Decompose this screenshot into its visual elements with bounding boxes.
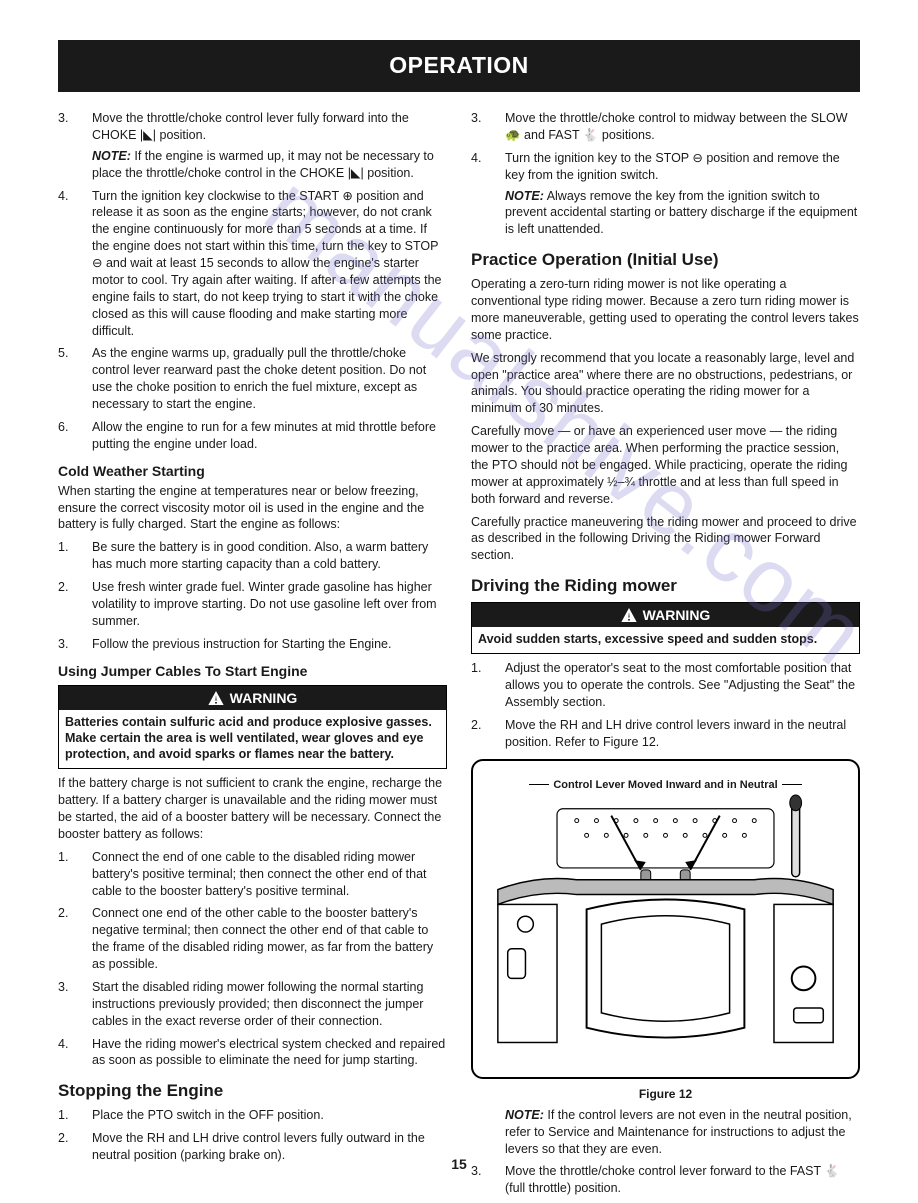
list-num: 2.	[471, 717, 505, 751]
note-text: If the control levers are not even in th…	[505, 1108, 852, 1156]
list-num: 1.	[58, 849, 92, 900]
note-label: NOTE:	[92, 149, 131, 163]
mower-diagram	[473, 791, 858, 1077]
list-num: 3.	[471, 110, 505, 144]
warning-label: WARNING	[643, 607, 711, 623]
note-text: Always remove the key from the ignition …	[505, 189, 857, 237]
driving-heading: Driving the Riding mower	[471, 576, 860, 596]
list-text: Turn the ignition key clockwise to the S…	[92, 188, 447, 340]
start-engine-list: 3. Move the throttle/choke control lever…	[58, 110, 447, 453]
warning-header: WARNING	[59, 686, 446, 710]
list-num: 2.	[58, 1130, 92, 1164]
list-text: Be sure the battery is in good condition…	[92, 539, 447, 573]
jumper-warning-box: WARNING Batteries contain sulfuric acid …	[58, 685, 447, 770]
driving-list-1: 1.Adjust the operator's seat to the most…	[471, 660, 860, 750]
note: NOTE: If the engine is warmed up, it may…	[92, 148, 447, 182]
page-number: 15	[451, 1156, 467, 1172]
warning-body: Avoid sudden starts, excessive speed and…	[472, 627, 859, 653]
list-text: Move the RH and LH drive control levers …	[92, 1130, 447, 1164]
warning-label: WARNING	[230, 690, 298, 706]
list-num: 3.	[58, 979, 92, 1030]
list-num: 2.	[58, 905, 92, 973]
list-num: 4.	[58, 1036, 92, 1070]
list-text: Move the throttle/choke control to midwa…	[505, 110, 860, 144]
list-num: 4.	[58, 188, 92, 340]
item-text: Move the throttle/choke control lever fu…	[92, 111, 409, 142]
note: NOTE: Always remove the key from the ign…	[505, 188, 860, 239]
driving-warning-box: WARNING Avoid sudden starts, excessive s…	[471, 602, 860, 654]
list-text: Adjust the operator's seat to the most c…	[505, 660, 860, 711]
list-num: 1.	[58, 1107, 92, 1124]
list-num: 2.	[58, 579, 92, 630]
warning-icon	[208, 691, 224, 705]
jumper-list: 1.Connect the end of one cable to the di…	[58, 849, 447, 1070]
note-label: NOTE:	[505, 1108, 544, 1122]
practice-p4: Carefully practice maneuvering the ridin…	[471, 514, 860, 565]
figure-caption: Figure 12	[471, 1087, 860, 1101]
list-num: 3.	[58, 110, 92, 182]
list-num: 3.	[58, 636, 92, 653]
driving-list-2: 3.Move the throttle/choke control lever …	[471, 1163, 860, 1197]
list-text: Use fresh winter grade fuel. Winter grad…	[92, 579, 447, 630]
figure-note: NOTE: If the control levers are not even…	[471, 1107, 860, 1158]
left-column: 3. Move the throttle/choke control lever…	[58, 110, 447, 1203]
warning-icon	[621, 608, 637, 622]
list-text: As the engine warms up, gradually pull t…	[92, 345, 447, 413]
list-text: Follow the previous instruction for Star…	[92, 636, 447, 653]
list-num: 6.	[58, 419, 92, 453]
list-num: 5.	[58, 345, 92, 413]
practice-p3: Carefully move — or have an experienced …	[471, 423, 860, 507]
list-text: Move the throttle/choke control lever fu…	[92, 110, 447, 182]
jumper-heading: Using Jumper Cables To Start Engine	[58, 663, 447, 679]
list-text: Have the riding mower's electrical syste…	[92, 1036, 447, 1070]
note-text: If the engine is warmed up, it may not b…	[92, 149, 434, 180]
note-label: NOTE:	[505, 189, 544, 203]
cold-intro: When starting the engine at temperatures…	[58, 483, 447, 534]
list-num: 3.	[471, 1163, 505, 1197]
stopping-heading: Stopping the Engine	[58, 1081, 447, 1101]
list-text: Connect one end of the other cable to th…	[92, 905, 447, 973]
jumper-intro: If the battery charge is not sufficient …	[58, 775, 447, 843]
list-text: Move the RH and LH drive control levers …	[505, 717, 860, 751]
list-text: Connect the end of one cable to the disa…	[92, 849, 447, 900]
list-num: 1.	[471, 660, 505, 711]
list-text: Start the disabled riding mower followin…	[92, 979, 447, 1030]
warning-body: Batteries contain sulfuric acid and prod…	[59, 710, 446, 769]
right-column: 3.Move the throttle/choke control to mid…	[471, 110, 860, 1203]
practice-heading: Practice Operation (Initial Use)	[471, 250, 860, 270]
list-num: 1.	[58, 539, 92, 573]
practice-p1: Operating a zero-turn riding mower is no…	[471, 276, 860, 344]
practice-p2: We strongly recommend that you locate a …	[471, 350, 860, 418]
stop-list: 1.Place the PTO switch in the OFF positi…	[58, 1107, 447, 1164]
dash-icon	[529, 784, 549, 785]
item-text: Turn the ignition key to the STOP ⊖ posi…	[505, 151, 840, 182]
figure-12: Control Lever Moved Inward and in Neutra…	[471, 759, 860, 1079]
figure-label: Control Lever Moved Inward and in Neutra…	[529, 779, 801, 791]
list-text: Turn the ignition key to the STOP ⊖ posi…	[505, 150, 860, 238]
cold-weather-heading: Cold Weather Starting	[58, 463, 447, 479]
stop-cont-list: 3.Move the throttle/choke control to mid…	[471, 110, 860, 238]
list-text: Allow the engine to run for a few minute…	[92, 419, 447, 453]
cold-list: 1.Be sure the battery is in good conditi…	[58, 539, 447, 652]
dash-icon	[782, 784, 802, 785]
page-header: OPERATION	[58, 40, 860, 92]
list-num: 4.	[471, 150, 505, 238]
figure-label-text: Control Lever Moved Inward and in Neutra…	[553, 779, 777, 791]
content-columns: 3. Move the throttle/choke control lever…	[58, 110, 860, 1203]
warning-header: WARNING	[472, 603, 859, 627]
list-text: Move the throttle/choke control lever fo…	[505, 1163, 860, 1197]
list-text: Place the PTO switch in the OFF position…	[92, 1107, 447, 1124]
